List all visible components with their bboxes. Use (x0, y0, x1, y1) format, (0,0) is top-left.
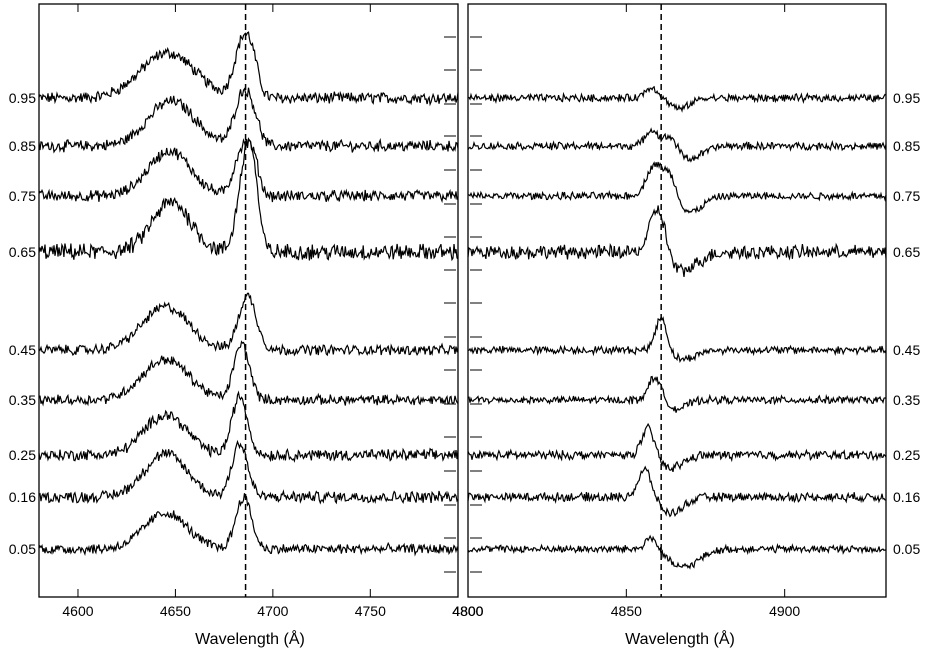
x-tick-label: 4800 (452, 603, 483, 619)
phase-label: 0.45 (893, 342, 920, 358)
phase-label: 0.75 (893, 188, 920, 204)
phase-label: 0.05 (9, 541, 36, 557)
x-axis-title-right: Wavelength (Å) (625, 629, 735, 648)
spectrum-line (467, 205, 887, 277)
spectrum-line (38, 87, 459, 154)
x-tick-label: 4750 (355, 603, 386, 619)
left-panel: 4600 4650 4700 4750 4800 0.95 0.85 0.75 0.65 0.45… (9, 3, 484, 619)
spectrum-line (38, 340, 459, 407)
phase-label: 0.16 (9, 489, 36, 505)
phase-label: 0.65 (893, 244, 920, 260)
spectrum-line (467, 422, 887, 473)
phase-label: 0.25 (893, 447, 920, 463)
spectrum-line (38, 137, 459, 262)
phase-label: 0.25 (9, 447, 36, 463)
phase-label: 0.16 (893, 489, 920, 505)
phase-label: 0.85 (9, 138, 36, 154)
spectrum-line (468, 315, 887, 364)
spectrum-line (38, 31, 459, 107)
x-tick-label: 4900 (769, 603, 800, 619)
spectrum-line (467, 375, 887, 413)
spectrum-line (467, 465, 887, 518)
spectrum-line (468, 85, 887, 113)
phase-label: 0.95 (893, 90, 920, 106)
right-panel: 4800 4850 4900 0.95 0.85 0.75 0.65 0.45 0.35 0.25… (452, 3, 920, 619)
spectrum-line (38, 439, 459, 505)
x-tick-label: 4650 (160, 603, 191, 619)
spectrum-line (468, 161, 887, 214)
phase-label: 0.75 (9, 188, 36, 204)
x-tick-label: 4700 (257, 603, 288, 619)
spectrum-line (467, 534, 887, 570)
phase-label: 0.05 (893, 541, 920, 557)
phase-label: 0.95 (9, 90, 36, 106)
spectrum-line (38, 292, 459, 357)
x-tick-label: 4600 (62, 603, 93, 619)
plot-frame (38, 3, 459, 598)
x-tick-label: 4800 (452, 603, 483, 619)
phase-label: 0.85 (893, 138, 920, 154)
phase-label: 0.45 (9, 342, 36, 358)
spectrum-line (38, 390, 459, 463)
spectrum-line (38, 493, 459, 557)
x-tick-label: 4850 (611, 603, 642, 619)
plot-frame (467, 3, 887, 598)
phase-label: 0.35 (9, 392, 36, 408)
spectrum-line (467, 127, 887, 163)
phase-label: 0.35 (893, 392, 920, 408)
phase-label: 0.65 (9, 244, 36, 260)
x-axis-title-left: Wavelength (Å) (195, 629, 305, 648)
